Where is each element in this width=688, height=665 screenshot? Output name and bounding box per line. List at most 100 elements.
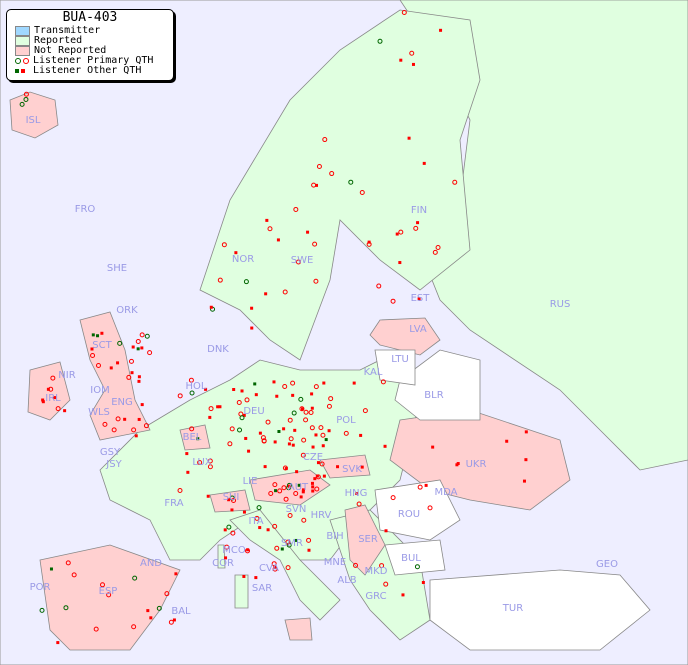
listener-primary-qth-marker [226,524,232,530]
listener-other-qth-marker [246,548,250,552]
listener-primary-qth-marker [316,164,322,170]
listener-primary-qth-marker [390,495,396,501]
listener-other-qth-marker [280,547,284,551]
listener-primary-qth-marker [414,564,420,570]
listener-primary-qth-marker [102,421,108,427]
listener-other-qth-marker [395,232,399,236]
listener-primary-qth-marker [283,496,289,502]
listener-other-qth-marker [223,528,227,532]
listener-other-qth-marker [324,438,328,442]
listener-other-qth-marker [522,479,526,483]
listener-other-qth-marker [63,409,67,413]
country-label-esp: ESP [99,586,118,597]
listener-other-qth-marker [240,389,244,393]
listener-other-qth-marker [247,449,251,453]
listener-other-qth-marker [263,465,267,469]
country-label-lva: LVA [409,324,427,335]
country-label-kal: KAL [364,367,383,378]
listener-primary-qth-marker [308,409,314,415]
legend-reported: Reported [7,36,173,46]
listener-other-qth-marker [310,406,314,410]
listener-other-qth-marker [383,444,387,448]
listener-primary-qth-marker [197,460,203,466]
listener-primary-qth-marker [348,179,354,185]
listener-primary-qth-marker [217,277,223,283]
country-label-deu: DEU [243,406,264,417]
listener-other-qth-marker [316,461,320,465]
listener-other-qth-marker [232,388,236,392]
listener-other-qth-marker [301,490,305,494]
listener-primary-qth-marker [23,96,29,102]
country-label-she: SHE [107,263,127,274]
listener-other-qth-marker [146,609,150,613]
country-label-smr: SMR [281,538,303,549]
country-label-blr: BLR [424,390,443,401]
listener-primary-qth-marker [299,406,305,412]
listener-primary-qth-marker [380,379,386,385]
listener-primary-qth-marker [409,50,415,56]
listener-primary-qth-marker [281,485,287,491]
listener-primary-qth-marker [272,482,278,488]
listener-other-qth-marker [242,510,246,514]
listener-other-qth-marker [322,381,326,385]
listener-other-qth-marker [109,366,113,370]
country-label-rus: RUS [550,299,571,310]
listener-primary-qth-marker [362,408,368,414]
listener-other-qth-marker [284,467,288,471]
country-label-sar: SAR [252,583,272,594]
country-label-tur: TUR [502,603,523,614]
listener-primary-qth-marker [379,563,385,569]
listener-primary-qth-marker [100,582,106,588]
listener-primary-qth-marker [298,396,304,402]
legend-label: Transmitter [34,25,101,36]
listener-other-qth-marker [224,556,228,560]
listener-primary-qth-marker [111,427,117,433]
country-label-cva: CVA [259,563,279,574]
listener-primary-qth-marker [156,605,162,611]
listener-primary-qth-marker [311,182,317,188]
listener-other-qth-marker [250,306,254,310]
listener-primary-qth-marker [55,406,61,412]
listener-other-qth-marker [242,413,246,417]
listener-other-qth-marker [310,392,314,396]
listener-other-qth-marker [123,417,127,421]
country-label-est: EST [411,293,431,304]
land-sicily [284,617,313,641]
country-label-aut: AUT [288,482,309,493]
listener-primary-qth-marker [376,283,382,289]
listener-other-qth-marker [306,230,310,234]
listener-primary-qth-marker [398,229,404,235]
listener-primary-qth-marker [303,409,309,415]
listener-other-qth-marker [253,382,257,386]
country-label-hol: HOL [186,381,207,392]
listener-other-qth-marker [297,483,301,487]
listener-other-qth-marker [186,470,190,474]
listener-primary-qth-marker [390,298,396,304]
listener-primary-qth-marker [237,427,243,433]
listener-primary-qth-marker [128,358,134,364]
listener-primary-qth-marker [313,384,319,390]
country-label-lux: LUX [192,457,211,468]
listener-primary-qth-marker [115,416,121,422]
listener-primary-qth-marker [236,400,242,406]
listener-primary-qth-marker [131,624,137,630]
listener-other-qth-marker [322,474,326,478]
listener-primary-qth-marker [303,417,309,423]
listener-primary-qth-marker [132,575,138,581]
listener-primary-qth-marker [377,38,383,44]
listener-other-qth-marker [352,381,356,385]
listener-other-qth-marker [196,437,200,441]
listener-primary-qth-marker [318,425,324,431]
listener-other-qth-marker [359,433,363,437]
listener-primary-qth-marker [260,435,266,441]
listener-other-qth-marker [204,387,208,391]
country-label-cze: CZE [303,452,323,463]
land-iceland [9,91,59,139]
listener-other-qth-marker [401,593,405,597]
listener-primary-qth-marker [267,226,273,232]
listener-primary-qth-marker [383,581,389,587]
listener-other-qth-marker [137,379,141,383]
listener-primary-qth-marker [287,417,293,423]
legend-not-reported: Not Reported [7,46,173,56]
